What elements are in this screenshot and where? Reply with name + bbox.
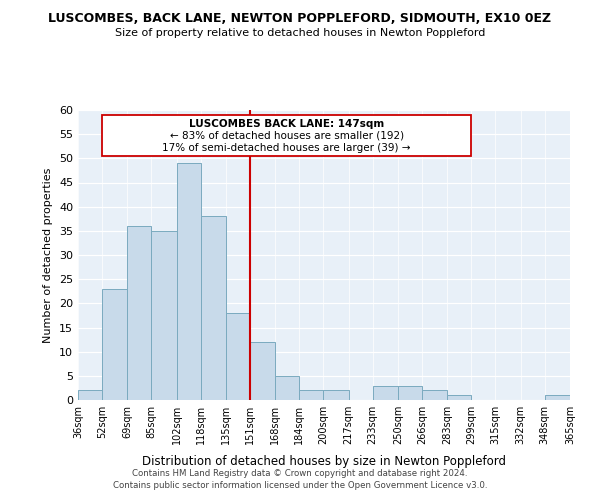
Bar — [323, 390, 349, 400]
Bar — [250, 342, 275, 400]
Y-axis label: Number of detached properties: Number of detached properties — [43, 168, 53, 342]
Text: 17% of semi-detached houses are larger (39) →: 17% of semi-detached houses are larger (… — [163, 143, 411, 153]
Text: Size of property relative to detached houses in Newton Poppleford: Size of property relative to detached ho… — [115, 28, 485, 38]
Bar — [200, 216, 226, 400]
Bar — [127, 226, 151, 400]
Text: Contains public sector information licensed under the Open Government Licence v3: Contains public sector information licen… — [113, 481, 487, 490]
Bar — [151, 231, 176, 400]
Bar — [448, 395, 472, 400]
Bar — [275, 376, 299, 400]
Text: LUSCOMBES BACK LANE: 147sqm: LUSCOMBES BACK LANE: 147sqm — [189, 118, 384, 128]
X-axis label: Distribution of detached houses by size in Newton Poppleford: Distribution of detached houses by size … — [142, 456, 506, 468]
FancyBboxPatch shape — [102, 115, 472, 156]
Bar — [176, 163, 200, 400]
Text: ← 83% of detached houses are smaller (192): ← 83% of detached houses are smaller (19… — [170, 131, 404, 141]
Bar — [102, 289, 127, 400]
Bar — [398, 386, 422, 400]
Text: LUSCOMBES, BACK LANE, NEWTON POPPLEFORD, SIDMOUTH, EX10 0EZ: LUSCOMBES, BACK LANE, NEWTON POPPLEFORD,… — [49, 12, 551, 26]
Text: Contains HM Land Registry data © Crown copyright and database right 2024.: Contains HM Land Registry data © Crown c… — [132, 468, 468, 477]
Bar — [373, 386, 398, 400]
Bar — [422, 390, 448, 400]
Bar — [78, 390, 102, 400]
Bar — [299, 390, 323, 400]
Bar — [226, 313, 250, 400]
Bar — [545, 395, 570, 400]
